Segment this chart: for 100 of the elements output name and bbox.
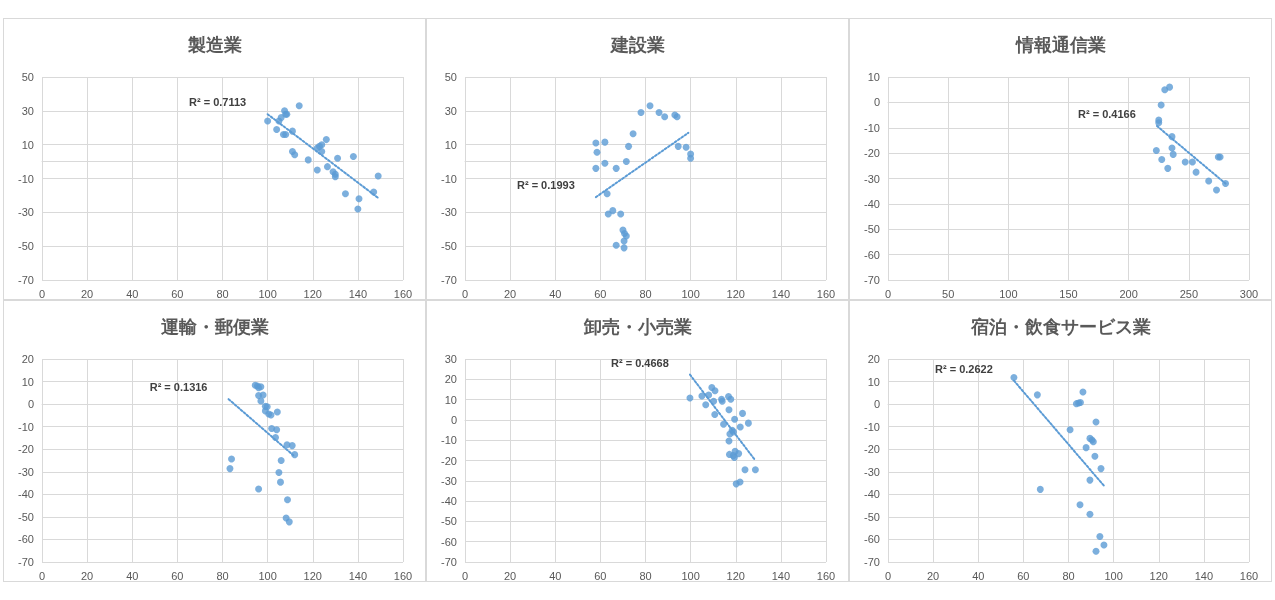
- y-tick-label: -10: [18, 172, 34, 185]
- x-tick-label: 140: [348, 287, 368, 300]
- y-tick-label: -10: [864, 420, 880, 433]
- y-tick-label: -50: [864, 510, 880, 523]
- y-tick-label: -70: [864, 274, 880, 286]
- y-tick-label: -10: [18, 420, 34, 433]
- x-tick-label: 0: [461, 287, 469, 300]
- y-tick-label: 30: [444, 353, 457, 365]
- y-tick-label: -20: [441, 454, 457, 467]
- x-tick-label: 60: [171, 287, 184, 300]
- annotation: R² = 0.1316: [149, 381, 208, 394]
- x-tick-label: 80: [216, 569, 229, 582]
- x-tick-label: 200: [1119, 287, 1138, 300]
- y-tick-label: -20: [18, 443, 34, 456]
- y-tick-label: 50: [21, 71, 34, 83]
- x-tick-label: 120: [726, 287, 745, 300]
- y-tick-label: -70: [441, 274, 457, 286]
- x-tick-label: 140: [771, 287, 791, 300]
- y-tick-label: -60: [18, 533, 34, 546]
- y-tick-label: -40: [441, 495, 457, 508]
- y-tick-label: -30: [441, 206, 457, 219]
- y-tick-label: -70: [441, 556, 457, 568]
- x-tick-label: 60: [594, 569, 607, 582]
- x-tick-label: 20: [81, 287, 94, 300]
- x-tick-label: 50: [942, 287, 955, 300]
- y-tick-label: 0: [27, 398, 34, 411]
- chart-title: 情報通信業: [1014, 35, 1106, 55]
- x-tick-label: 0: [461, 569, 469, 582]
- x-tick-label: 80: [1062, 569, 1075, 582]
- x-tick-label: 60: [594, 287, 607, 300]
- y-tick-label: -10: [864, 121, 880, 134]
- y-tick-label: 0: [450, 413, 457, 426]
- chart-title: 運輸・郵便業: [159, 317, 269, 337]
- x-tick-label: 0: [38, 287, 46, 300]
- y-tick-label: -50: [864, 223, 880, 236]
- x-tick-label: 40: [972, 569, 985, 582]
- x-tick-label: 300: [1239, 287, 1259, 300]
- x-tick-label: 60: [171, 569, 184, 582]
- y-tick-label: -30: [441, 474, 457, 487]
- x-tick-label: 0: [38, 569, 46, 582]
- x-tick-label: 160: [816, 287, 836, 300]
- y-tick-label: 20: [444, 373, 457, 386]
- x-tick-label: 0: [884, 287, 892, 300]
- x-tick-label: 120: [303, 569, 322, 582]
- y-tick-label: -70: [18, 274, 34, 286]
- x-tick-label: 140: [1194, 569, 1214, 582]
- annotation: R² = 0.7113: [189, 96, 247, 109]
- chart-title: 宿泊・飲食サービス業: [969, 317, 1151, 337]
- x-tick-label: 100: [681, 569, 700, 582]
- x-tick-label: 0: [884, 569, 892, 582]
- y-tick-label: -30: [864, 172, 880, 185]
- y-tick-label: -40: [864, 488, 880, 501]
- y-tick-label: -20: [864, 443, 880, 456]
- y-tick-label: 30: [444, 104, 457, 117]
- y-tick-label: 10: [867, 375, 880, 388]
- annotation: R² = 0.4166: [1078, 107, 1136, 120]
- x-tick-label: 100: [1104, 569, 1123, 582]
- annotation: R² = 0.1993: [516, 179, 575, 192]
- x-tick-label: 80: [216, 287, 229, 300]
- x-tick-label: 120: [303, 287, 322, 300]
- y-tick-label: -70: [18, 556, 34, 568]
- y-tick-label: -60: [441, 535, 457, 548]
- x-tick-label: 80: [639, 569, 652, 582]
- y-tick-label: -60: [864, 533, 880, 546]
- x-tick-label: 40: [126, 569, 139, 582]
- y-tick-label: 10: [21, 138, 34, 151]
- y-tick-label: -50: [441, 240, 457, 253]
- annotation: R² = 0.2622: [935, 362, 993, 375]
- chart-title: 建設業: [608, 35, 665, 55]
- y-tick-label: -30: [18, 206, 34, 219]
- x-tick-label: 160: [1239, 569, 1259, 582]
- x-tick-label: 160: [393, 287, 413, 300]
- x-tick-label: 20: [81, 569, 94, 582]
- x-tick-label: 20: [504, 287, 517, 300]
- y-tick-label: -40: [864, 197, 880, 210]
- x-tick-label: 40: [549, 287, 562, 300]
- y-tick-label: -40: [18, 488, 34, 501]
- y-tick-label: -50: [18, 240, 34, 253]
- y-tick-label: -20: [864, 147, 880, 160]
- y-tick-label: -50: [441, 515, 457, 528]
- x-tick-label: 150: [1059, 287, 1078, 300]
- x-tick-label: 100: [258, 287, 277, 300]
- y-tick-label: -10: [441, 434, 457, 447]
- y-tick-label: 20: [21, 353, 34, 365]
- x-tick-label: 250: [1179, 287, 1199, 300]
- x-tick-label: 60: [1017, 569, 1030, 582]
- x-tick-label: 160: [816, 569, 836, 582]
- chart-title: 卸売・小売業: [582, 317, 692, 337]
- x-tick-label: 140: [348, 569, 368, 582]
- y-tick-label: 0: [873, 96, 880, 109]
- x-tick-label: 80: [639, 287, 652, 300]
- y-tick-label: -30: [18, 465, 34, 478]
- y-tick-label: 10: [867, 71, 880, 83]
- y-tick-label: -10: [441, 172, 457, 185]
- x-tick-label: 100: [258, 569, 277, 582]
- x-tick-label: 120: [726, 569, 745, 582]
- x-tick-label: 120: [1149, 569, 1168, 582]
- x-tick-label: 40: [126, 287, 139, 300]
- y-tick-label: 20: [867, 353, 880, 365]
- x-tick-label: 140: [771, 569, 791, 582]
